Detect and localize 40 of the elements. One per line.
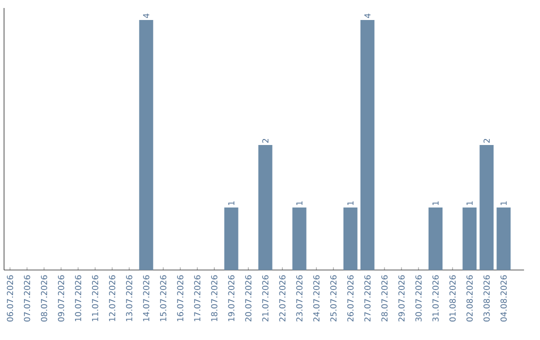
- x-tick-label: 16.07.2026: [177, 275, 184, 322]
- data-label: 1: [296, 201, 302, 205]
- x-tick-label: 12.07.2026: [109, 275, 116, 322]
- x-tick-label: 15.07.2026: [160, 275, 166, 322]
- x-tick-label: 14.07.2026: [143, 275, 150, 322]
- x-tick-label: 31.07.2026: [432, 275, 439, 322]
- x-tick-label: 24.07.2026: [313, 275, 320, 322]
- data-label: 1: [347, 201, 354, 205]
- x-tick-label: 25.07.2026: [330, 275, 337, 322]
- x-tick-label: 11.07.2026: [92, 275, 98, 322]
- x-tick-label: 28.07.2026: [381, 275, 388, 322]
- x-tick-label: 13.07.2026: [126, 275, 132, 322]
- x-tick-label: 04.08.2026: [500, 275, 507, 322]
- x-tick-label: 03.08.2026: [483, 275, 490, 322]
- data-label: 4: [143, 14, 150, 18]
- x-tick-label: 10.07.2026: [74, 275, 82, 322]
- x-tick-label: 21.07.2026: [262, 275, 268, 322]
- data-label: 1: [432, 201, 439, 205]
- data-label: 4: [364, 14, 370, 18]
- x-tick-label: 26.07.2026: [347, 275, 354, 322]
- data-label: 1: [466, 201, 473, 205]
- x-tick-label: 27.07.2026: [364, 275, 371, 322]
- x-tick-label: 20.07.2026: [245, 275, 252, 322]
- x-tick-label: 09.07.2026: [58, 275, 64, 322]
- data-label: 2: [484, 138, 490, 143]
- data-label: 2: [262, 138, 268, 143]
- x-tick-label: 23.07.2026: [296, 275, 302, 322]
- x-tick-label: 01.08.2026: [449, 275, 456, 322]
- x-tick-label: 29.07.2026: [398, 275, 405, 322]
- x-tick-label: 02.08.2026: [466, 275, 473, 322]
- x-tick-label: 19.07.2026: [228, 275, 234, 322]
- x-tick-label: 30.07.2026: [415, 275, 422, 322]
- x-tick-label: 06.07.2026: [6, 275, 14, 322]
- data-label: 1: [500, 201, 507, 205]
- data-label: 1: [228, 201, 234, 205]
- x-tick-label: 08.07.2026: [40, 275, 48, 322]
- x-tick-label: 22.07.2026: [279, 275, 286, 322]
- x-tick-label: 18.07.2026: [211, 275, 218, 322]
- x-tick-label: 17.07.2026: [194, 275, 200, 322]
- x-tick-label: 07.07.2026: [24, 275, 30, 322]
